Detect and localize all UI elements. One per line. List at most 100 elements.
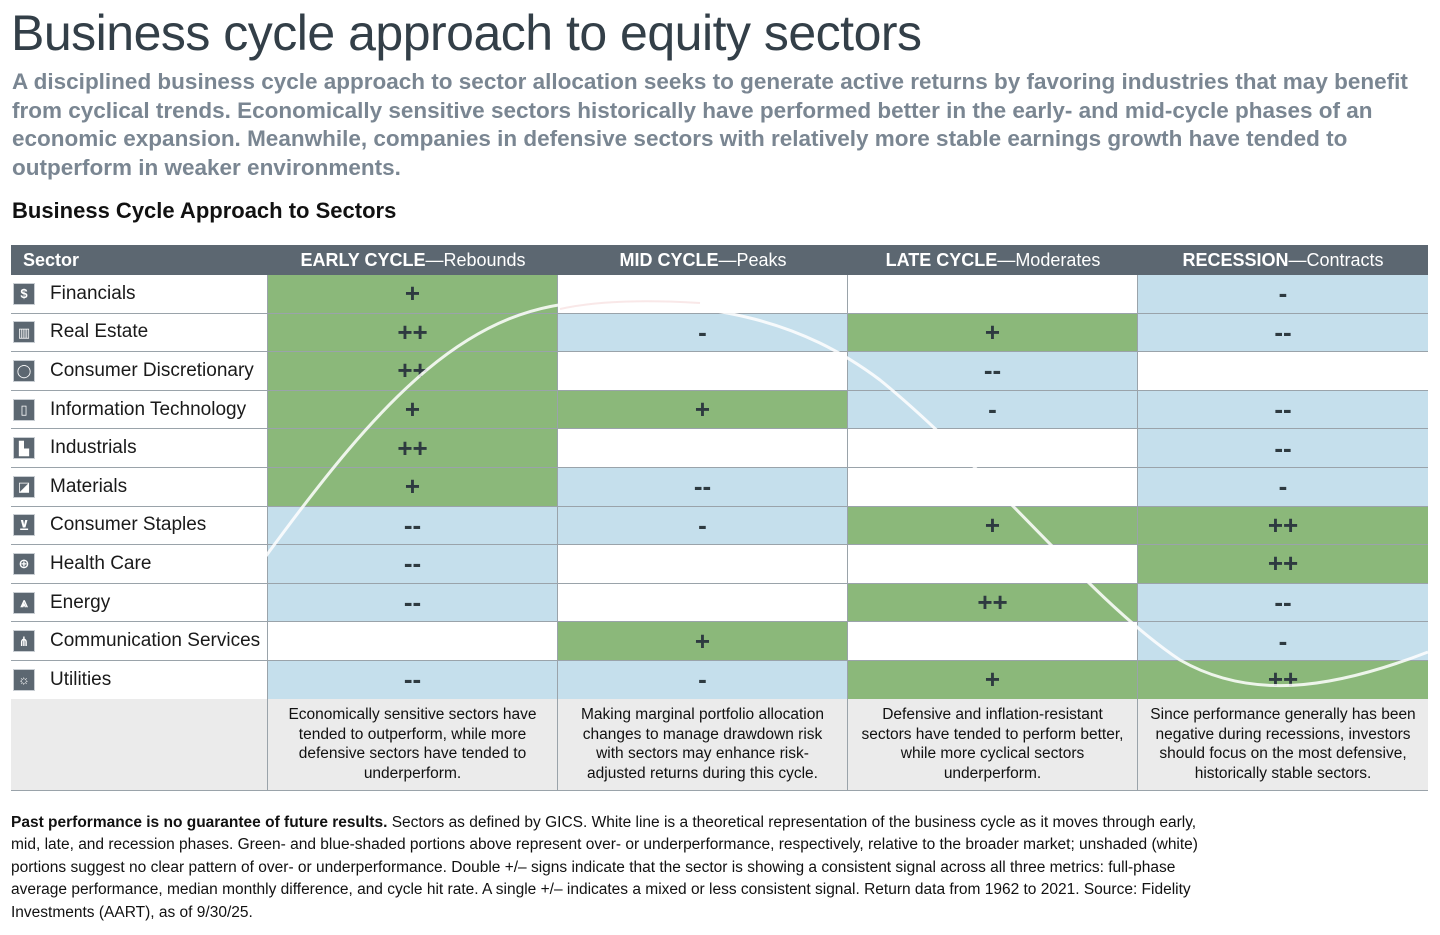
signal-mid-cycle bbox=[558, 545, 848, 584]
sector-name: Utilities bbox=[50, 668, 112, 690]
header-sector: Sector bbox=[23, 249, 80, 270]
footnote-disclaimer: Past performance is no guarantee of futu… bbox=[11, 814, 388, 831]
signal-recession: ++ bbox=[1138, 545, 1428, 584]
phase-trend: —Contracts bbox=[1288, 249, 1384, 270]
signal-mid-cycle: -- bbox=[558, 468, 848, 507]
signal-recession: ++ bbox=[1138, 506, 1428, 546]
note-recession: Since performance generally has been neg… bbox=[1150, 706, 1416, 783]
sector-name: Materials bbox=[50, 475, 128, 497]
sector-cell: ▯ Information Technology bbox=[11, 390, 268, 430]
sector-cell: ⩓ Energy bbox=[11, 583, 268, 623]
signal-recession: - bbox=[1138, 275, 1428, 314]
signal-late-cycle: ++ bbox=[848, 583, 1138, 623]
sector-name: Energy bbox=[50, 591, 111, 613]
signal-late-cycle: + bbox=[848, 313, 1138, 353]
signal-recession: -- bbox=[1138, 390, 1428, 430]
ring-icon: ◯ bbox=[13, 359, 35, 382]
signal-late-cycle: - bbox=[848, 390, 1138, 430]
table-row: ▙ Industrials ++ -- bbox=[11, 429, 1428, 468]
sector-cell: $ Financials bbox=[11, 275, 268, 314]
footnote: Past performance is no guarantee of futu… bbox=[11, 812, 1211, 924]
signal-late-cycle: + bbox=[848, 506, 1138, 546]
signal-early-cycle: -- bbox=[268, 506, 558, 546]
signal-recession: - bbox=[1138, 468, 1428, 507]
antenna-icon: ⋔ bbox=[13, 630, 35, 653]
sector-cell: ☼ Utilities bbox=[11, 661, 268, 700]
signal-mid-cycle bbox=[558, 429, 848, 468]
footnote-text: Sectors as defined by GICS. White line i… bbox=[11, 814, 1198, 921]
signal-recession bbox=[1138, 352, 1428, 391]
signal-early-cycle: + bbox=[268, 275, 558, 314]
factory-icon: ▙ bbox=[13, 437, 35, 460]
phase-name: MID CYCLE bbox=[619, 249, 719, 270]
signal-late-cycle bbox=[848, 622, 1138, 661]
phase-trend: —Rebounds bbox=[425, 249, 526, 270]
signal-mid-cycle: + bbox=[558, 622, 848, 661]
note-mid-cycle: Making marginal portfolio allocation cha… bbox=[558, 699, 848, 790]
table-row: ◯ Consumer Discretionary ++ -- bbox=[11, 352, 1428, 391]
sector-cell: ⋔ Communication Services bbox=[11, 622, 268, 661]
signal-late-cycle bbox=[848, 275, 1138, 314]
sector-name: Health Care bbox=[50, 552, 152, 574]
sector-cell: ⊕ Health Care bbox=[11, 545, 268, 584]
bucket-icon: ◪ bbox=[13, 475, 35, 498]
sector-cell: ▙ Industrials bbox=[11, 429, 268, 468]
table-header: Sector EARLY CYCLE —Rebounds MID CYCLE —Pe… bbox=[11, 245, 1428, 275]
medical-icon: ⊕ bbox=[13, 552, 35, 575]
signal-recession: -- bbox=[1138, 313, 1428, 353]
table-row: ☼ Utilities -- - + ++ bbox=[11, 661, 1428, 700]
phase-trend: —Peaks bbox=[718, 249, 787, 270]
lightbulb-icon: ☼ bbox=[13, 668, 35, 691]
sector-name: Consumer Discretionary bbox=[50, 359, 254, 381]
phone-icon: ▯ bbox=[13, 398, 35, 421]
signal-mid-cycle: - bbox=[558, 506, 848, 546]
sector-cell: ▥ Real Estate bbox=[11, 313, 268, 353]
phase-trend: —Moderates bbox=[997, 249, 1101, 270]
signal-early-cycle bbox=[268, 622, 558, 661]
signal-recession: -- bbox=[1138, 429, 1428, 468]
page-title: Business cycle approach to equity sector… bbox=[11, 5, 922, 61]
cart-icon: ⊻ bbox=[13, 514, 35, 537]
signal-mid-cycle: - bbox=[558, 661, 848, 700]
signal-recession: -- bbox=[1138, 583, 1428, 623]
sector-name: Consumer Staples bbox=[50, 514, 207, 536]
phase-name: EARLY CYCLE bbox=[300, 249, 426, 270]
table-row: ◪ Materials + -- - bbox=[11, 468, 1428, 507]
notes-row: Economically sensitive sectors have tend… bbox=[11, 699, 1428, 791]
signal-late-cycle bbox=[848, 468, 1138, 507]
notes-blank-cell bbox=[11, 699, 268, 790]
note-late-cycle: Defensive and inflation-resistant sector… bbox=[848, 699, 1138, 790]
table-row: ⋔ Communication Services + - bbox=[11, 622, 1428, 661]
table-row: $ Financials + - bbox=[11, 275, 1428, 314]
sector-cell: ◯ Consumer Discretionary bbox=[11, 352, 268, 391]
sector-name: Communication Services bbox=[50, 630, 261, 652]
header-early-cycle: EARLY CYCLE —Rebounds bbox=[268, 245, 558, 275]
sector-name: Information Technology bbox=[50, 398, 247, 420]
money-icon: $ bbox=[13, 282, 35, 305]
signal-early-cycle: ++ bbox=[268, 352, 558, 391]
signal-mid-cycle bbox=[558, 275, 848, 314]
table-row: ▥ Real Estate ++ - + -- bbox=[11, 313, 1428, 353]
signal-mid-cycle bbox=[558, 583, 848, 623]
sector-cell: ◪ Materials bbox=[11, 468, 268, 507]
header-recession: RECESSION —Contracts bbox=[1138, 245, 1428, 275]
page-subtitle: A disciplined business cycle approach to… bbox=[12, 69, 1408, 181]
sector-name: Financials bbox=[50, 282, 136, 304]
signal-early-cycle: ++ bbox=[268, 313, 558, 353]
signal-recession: ++ bbox=[1138, 661, 1428, 700]
chart-heading: Business Cycle Approach to Sectors bbox=[12, 198, 397, 223]
sector-name: Industrials bbox=[50, 437, 137, 459]
table-row: ⊕ Health Care -- ++ bbox=[11, 545, 1428, 584]
signal-recession: - bbox=[1138, 622, 1428, 661]
signal-late-cycle: -- bbox=[848, 352, 1138, 391]
table-row: ⊻ Consumer Staples -- - + ++ bbox=[11, 506, 1428, 546]
signal-early-cycle: -- bbox=[268, 545, 558, 584]
sector-cell: ⊻ Consumer Staples bbox=[11, 506, 268, 546]
signal-early-cycle: -- bbox=[268, 661, 558, 700]
sector-name: Real Estate bbox=[50, 321, 149, 343]
building-icon: ▥ bbox=[13, 321, 35, 344]
header-mid-cycle: MID CYCLE —Peaks bbox=[558, 245, 848, 275]
signal-mid-cycle: - bbox=[558, 313, 848, 353]
table-row: ⩓ Energy -- ++ -- bbox=[11, 583, 1428, 623]
signal-early-cycle: ++ bbox=[268, 429, 558, 468]
